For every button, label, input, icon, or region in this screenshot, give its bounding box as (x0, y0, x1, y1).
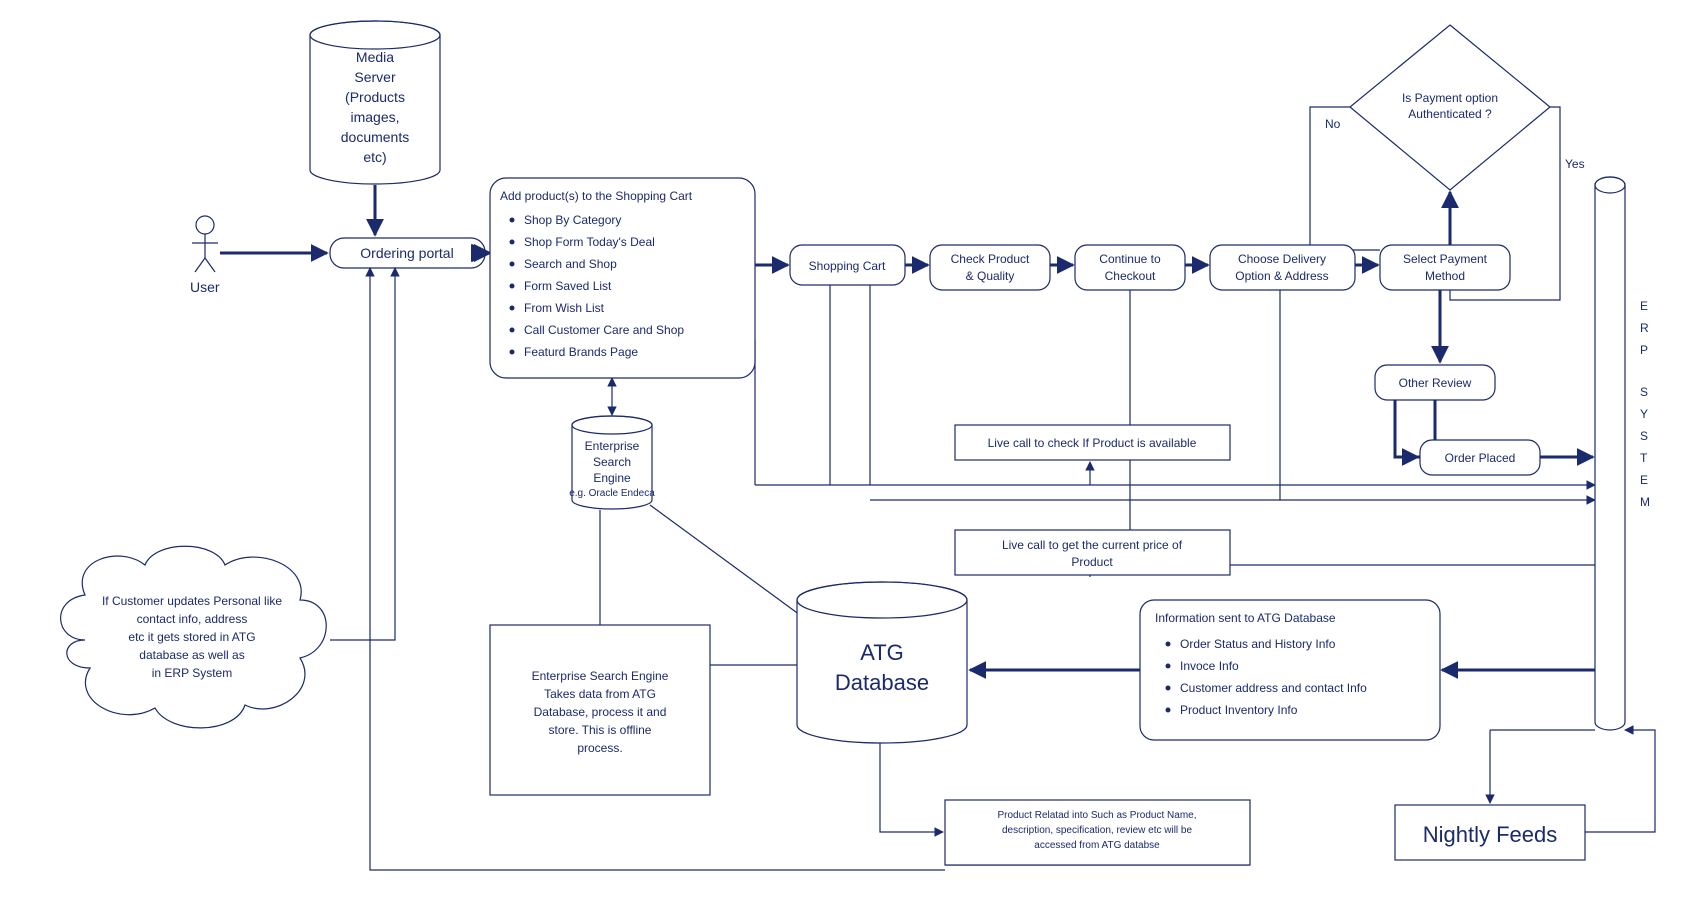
svg-text:Ordering portal: Ordering portal (360, 245, 453, 261)
edge-ese-atg (650, 505, 800, 615)
svg-text:(Products: (Products (345, 89, 405, 105)
svg-text:description, specification, re: description, specification, review etc w… (1002, 825, 1193, 836)
svg-text:documents: documents (341, 129, 409, 145)
node-choose-delivery: Choose Delivery Option & Address (1210, 245, 1355, 290)
svg-text:Search: Search (593, 455, 631, 469)
svg-text:Order Status and History Info: Order Status and History Info (1180, 637, 1336, 651)
svg-text:ATG: ATG (860, 640, 904, 665)
edge-no (1310, 107, 1380, 250)
node-shopping-cart: Shopping Cart (790, 245, 905, 285)
node-ese-offline: Enterprise Search Engine Takes data from… (490, 625, 710, 795)
label-no: No (1325, 117, 1341, 131)
svg-text:Live call to get the current p: Live call to get the current price of (1002, 538, 1183, 552)
erp-letter-7: E (1640, 473, 1648, 487)
svg-text:Server: Server (354, 69, 396, 85)
label-yes: Yes (1565, 157, 1585, 171)
svg-text:Shop By Category: Shop By Category (524, 213, 621, 227)
user-label: User (190, 279, 220, 295)
node-info-sent-atg: Information sent to ATG Database Order S… (1140, 600, 1440, 740)
svg-text:Engine: Engine (593, 471, 631, 485)
svg-text:Database: Database (835, 670, 929, 695)
node-user: User (190, 216, 220, 295)
node-live-call-avail: Live call to check If Product is availab… (955, 425, 1230, 460)
edge-atg-prod (880, 740, 943, 832)
svg-text:Add product(s) to the Shopping: Add product(s) to the Shopping Cart (500, 189, 693, 203)
svg-text:& Quality: & Quality (966, 269, 1015, 283)
svg-text:Option & Address: Option & Address (1235, 269, 1328, 283)
svg-text:Information sent to ATG Databa: Information sent to ATG Database (1155, 611, 1336, 625)
node-continue-checkout: Continue to Checkout (1075, 245, 1185, 290)
svg-text:Checkout: Checkout (1105, 269, 1156, 283)
svg-text:Nightly Feeds: Nightly Feeds (1423, 822, 1558, 847)
svg-text:Takes data from ATG: Takes data from ATG (544, 687, 656, 701)
svg-text:Database, process it and: Database, process it and (534, 705, 667, 719)
svg-text:If Customer updates Personal l: If Customer updates Personal like (102, 594, 282, 608)
svg-text:Other Review: Other Review (1399, 376, 1472, 390)
node-ordering-portal: Ordering portal (330, 238, 485, 268)
node-atg-database: ATG Database (797, 582, 967, 743)
svg-text:in ERP System: in ERP System (152, 666, 232, 680)
node-order-placed: Order Placed (1420, 440, 1540, 475)
svg-text:Customer address and contact I: Customer address and contact Info (1180, 681, 1367, 695)
erp-letter-1: R (1640, 321, 1649, 335)
svg-text:Method: Method (1425, 269, 1465, 283)
edge-review-placed-3 (1395, 400, 1418, 457)
svg-text:Enterprise Search Engine: Enterprise Search Engine (532, 669, 669, 683)
svg-text:Order Placed: Order Placed (1445, 451, 1516, 465)
node-other-review: Other Review (1375, 365, 1495, 400)
svg-text:Check Product: Check Product (951, 252, 1030, 266)
svg-text:e.g. Oracle Endeca: e.g. Oracle Endeca (569, 488, 655, 499)
node-live-call-price: Live call to get the current price of Pr… (955, 530, 1230, 575)
svg-text:Authenticated ?: Authenticated ? (1408, 107, 1492, 121)
svg-text:images,: images, (350, 109, 399, 125)
node-search-engine: Enterprise Search Engine e.g. Oracle End… (569, 416, 655, 509)
edge-cloud-portal (330, 268, 395, 640)
node-customer-cloud: If Customer updates Personal like contac… (61, 546, 327, 728)
svg-text:Form Saved List: Form Saved List (524, 279, 612, 293)
node-erp-system: E R P S Y S T E M (1595, 177, 1650, 730)
node-nightly-feeds: Nightly Feeds (1395, 805, 1585, 860)
svg-text:Is Payment option: Is Payment option (1402, 91, 1498, 105)
svg-text:Product Relatad into Such as P: Product Relatad into Such as Product Nam… (998, 810, 1197, 821)
svg-text:Product: Product (1071, 555, 1113, 569)
svg-text:accessed from ATG databse: accessed from ATG databse (1034, 840, 1160, 851)
erp-letter-6: T (1640, 451, 1648, 465)
svg-text:From Wish List: From Wish List (524, 301, 605, 315)
erp-letter-3: S (1640, 385, 1648, 399)
node-add-products: Add product(s) to the Shopping Cart Shop… (490, 178, 755, 378)
node-product-related: Product Relatad into Such as Product Nam… (945, 800, 1250, 865)
svg-text:process.: process. (577, 741, 622, 755)
svg-text:contact info, address: contact info, address (137, 612, 248, 626)
svg-text:Product Inventory Info: Product Inventory Info (1180, 703, 1298, 717)
svg-text:etc it gets stored in ATG: etc it gets stored in ATG (128, 630, 255, 644)
svg-text:Live call to check If Product: Live call to check If Product is availab… (988, 436, 1197, 450)
svg-text:Media: Media (356, 49, 394, 65)
svg-text:database as well as: database as well as (139, 648, 244, 662)
node-media-server: Media Server (Products images, documents… (310, 21, 440, 184)
svg-text:Shopping Cart: Shopping Cart (809, 259, 886, 273)
svg-text:Enterprise: Enterprise (585, 439, 640, 453)
erp-letter-2: P (1640, 343, 1648, 357)
svg-text:store. This is offline: store. This is offline (549, 723, 652, 737)
svg-text:Select Payment: Select Payment (1403, 252, 1488, 266)
node-payment-auth-diamond: Is Payment option Authenticated ? (1350, 25, 1550, 190)
svg-text:Invoce Info: Invoce Info (1180, 659, 1239, 673)
svg-text:Continue to: Continue to (1099, 252, 1161, 266)
node-check-product: Check Product & Quality (930, 245, 1050, 290)
svg-text:Choose Delivery: Choose Delivery (1238, 252, 1326, 266)
flowchart-svg: User Media Server (Products images, docu… (0, 0, 1700, 913)
svg-text:etc): etc) (363, 149, 386, 165)
edge-nightly-erp (1585, 730, 1655, 832)
svg-text:Search and Shop: Search and Shop (524, 257, 617, 271)
erp-letter-8: M (1640, 495, 1650, 509)
erp-letter-5: S (1640, 429, 1648, 443)
erp-letter-0: E (1640, 299, 1648, 313)
svg-text:Shop Form Today's Deal: Shop Form Today's Deal (524, 235, 655, 249)
svg-text:Call Customer Care and Shop: Call Customer Care and Shop (524, 323, 684, 337)
node-select-payment: Select Payment Method (1380, 245, 1510, 290)
erp-letter-4: Y (1640, 407, 1648, 421)
svg-text:Featurd Brands Page: Featurd Brands Page (524, 345, 638, 359)
